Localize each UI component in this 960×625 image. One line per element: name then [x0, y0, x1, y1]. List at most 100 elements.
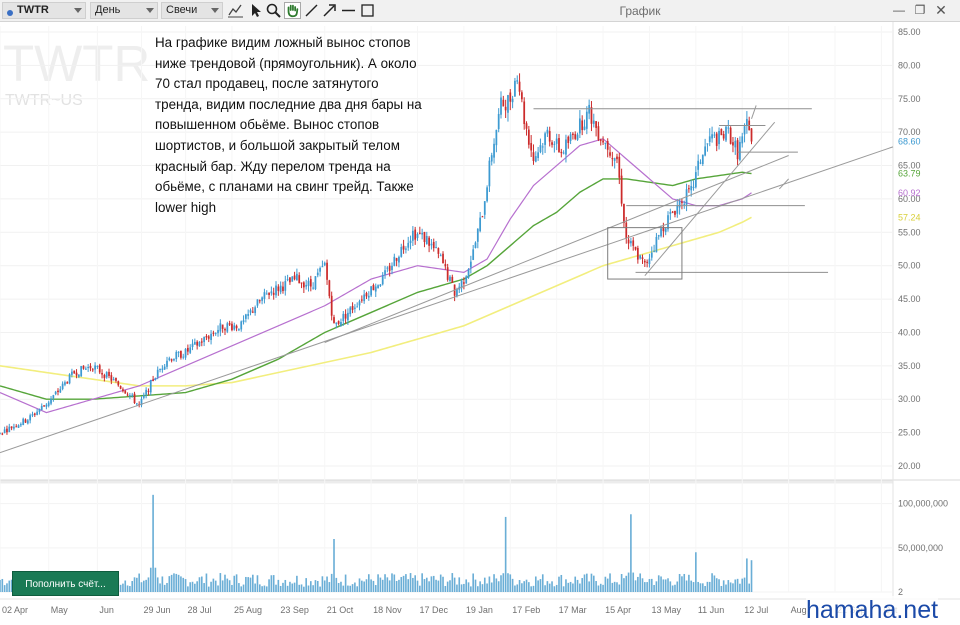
candle-body: [660, 228, 662, 237]
volume-bar: [159, 583, 161, 592]
candle-body: [377, 285, 379, 289]
volume-bar: [328, 582, 331, 592]
volume-bar: [732, 583, 734, 592]
candle-body: [386, 267, 389, 269]
candle-body: [514, 80, 516, 97]
candle-body: [365, 293, 368, 297]
drawing-tools-icon[interactable]: [227, 2, 244, 19]
price-badge-ma_mid: 63.79: [898, 169, 921, 179]
fund-account-button[interactable]: Пополнить счёт...: [12, 571, 119, 596]
volume-bar: [344, 574, 347, 592]
volume-bar: [270, 575, 273, 592]
zoom-icon[interactable]: [265, 2, 282, 19]
arrow-icon[interactable]: [321, 2, 338, 19]
candle-body: [33, 413, 36, 415]
volume-bar: [500, 575, 502, 592]
candle-body: [64, 382, 66, 385]
interval-select[interactable]: День: [90, 2, 158, 19]
candle-body: [226, 323, 229, 332]
candle-body: [244, 314, 247, 319]
candle-body: [641, 257, 644, 259]
volume-bar: [560, 574, 563, 592]
restore-icon[interactable]: ❐: [914, 3, 926, 17]
candle-body: [688, 188, 690, 190]
volume-bar: [189, 582, 192, 592]
candle-body: [3, 429, 6, 433]
volume-bar: [217, 585, 219, 592]
volume-bar: [405, 574, 407, 592]
candle-body: [177, 351, 180, 353]
candle-body: [632, 240, 635, 246]
volume-bar: [690, 580, 693, 592]
volume-bar: [254, 583, 256, 592]
chart-style-select[interactable]: Свечи: [161, 2, 223, 19]
candle-body: [328, 280, 331, 297]
close-icon[interactable]: ✕: [935, 2, 947, 18]
candle-body: [163, 366, 166, 370]
candle-body: [488, 160, 491, 187]
candle-body: [45, 404, 48, 407]
candle-body: [502, 99, 505, 107]
candle-body: [578, 118, 581, 134]
candle-body: [527, 129, 530, 145]
candle-body: [61, 383, 64, 389]
candle-body: [729, 127, 732, 144]
candle-body: [314, 276, 317, 290]
rectangle-icon[interactable]: [359, 2, 376, 19]
volume-bar: [335, 577, 338, 592]
volume-bar: [210, 581, 212, 592]
volume-bar: [437, 580, 440, 592]
candle-body: [690, 185, 693, 191]
candle-body: [393, 256, 396, 266]
trend-line-icon[interactable]: [303, 2, 320, 19]
candle-body: [238, 329, 240, 331]
candle-body: [569, 134, 572, 141]
candle-body: [395, 258, 398, 261]
volume-bar: [333, 539, 335, 592]
symbol-select[interactable]: TWTR: [2, 2, 86, 19]
horizontal-line-icon[interactable]: [340, 2, 357, 19]
trend-line: [644, 121, 776, 277]
volume-bar: [588, 581, 590, 592]
price-tick-label: 50.00: [898, 261, 921, 271]
candle-body: [115, 377, 117, 381]
volume-bar: [655, 581, 658, 592]
volume-bar: [646, 582, 648, 592]
pointer-icon[interactable]: [247, 2, 264, 19]
volume-bar: [407, 579, 410, 592]
volume-bar: [750, 560, 753, 592]
volume-bar: [238, 583, 240, 592]
volume-bar: [316, 580, 319, 592]
candle-body: [565, 139, 567, 155]
volume-bar: [391, 573, 393, 592]
pan-hand-icon[interactable]: [284, 2, 301, 19]
volume-bar: [8, 580, 11, 592]
candle-body: [416, 233, 419, 238]
volume-bar: [173, 573, 175, 592]
minimize-icon[interactable]: —: [893, 3, 905, 17]
volume-bar: [442, 576, 444, 592]
volume-bar: [739, 583, 741, 592]
candle-body: [630, 241, 632, 244]
volume-bar: [374, 585, 377, 592]
candle-body: [159, 368, 161, 370]
volume-bar: [419, 585, 421, 592]
volume-tick-label: 50,000,000: [898, 543, 943, 553]
volume-bar: [532, 585, 535, 592]
volume-bar: [291, 583, 294, 592]
candle-body: [84, 368, 87, 370]
candle-body: [572, 133, 574, 136]
candle-body: [486, 187, 488, 202]
candle-body: [669, 212, 672, 214]
volume-bar: [511, 578, 514, 592]
volume-bar: [398, 579, 400, 592]
price-tick-label: 85.00: [898, 27, 921, 37]
candle-body: [242, 320, 245, 323]
volume-bar: [727, 580, 730, 592]
candle-body: [381, 275, 384, 285]
candle-body: [251, 311, 254, 313]
volume-bar: [261, 586, 263, 592]
volume-bar: [358, 578, 361, 592]
volume-bar: [713, 575, 716, 592]
